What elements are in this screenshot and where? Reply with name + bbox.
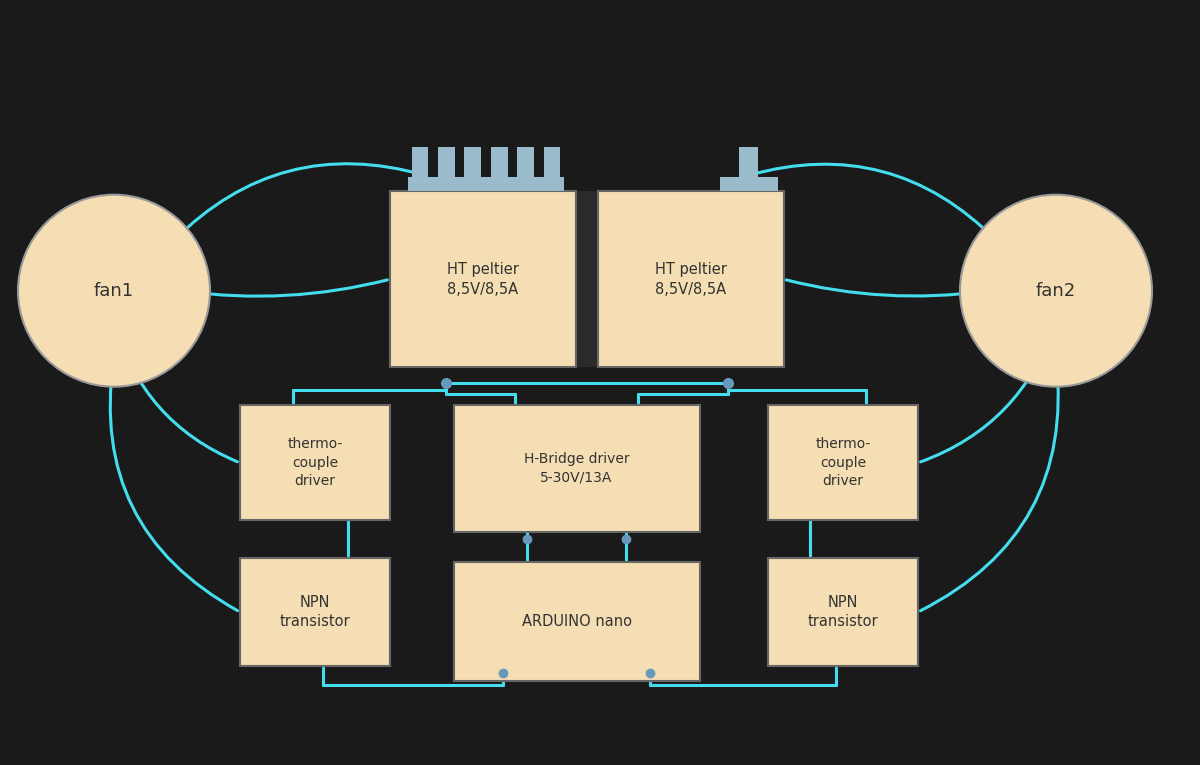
FancyBboxPatch shape — [454, 562, 700, 681]
Text: ARDUINO nano: ARDUINO nano — [522, 614, 631, 629]
FancyBboxPatch shape — [491, 147, 508, 177]
Text: thermo-
couple
driver: thermo- couple driver — [815, 438, 871, 488]
Text: NPN
transistor: NPN transistor — [280, 594, 350, 630]
FancyBboxPatch shape — [739, 147, 758, 177]
FancyBboxPatch shape — [412, 147, 428, 177]
FancyBboxPatch shape — [240, 405, 390, 520]
FancyBboxPatch shape — [390, 191, 576, 367]
FancyBboxPatch shape — [517, 147, 534, 177]
FancyBboxPatch shape — [544, 147, 560, 177]
Text: thermo-
couple
driver: thermo- couple driver — [287, 438, 343, 488]
Ellipse shape — [18, 195, 210, 386]
FancyBboxPatch shape — [598, 191, 784, 367]
Text: fan2: fan2 — [1036, 282, 1076, 300]
Text: HT peltier
8,5V/8,5A: HT peltier 8,5V/8,5A — [655, 262, 726, 297]
FancyBboxPatch shape — [454, 405, 700, 532]
FancyBboxPatch shape — [720, 177, 778, 191]
FancyBboxPatch shape — [768, 558, 918, 666]
FancyBboxPatch shape — [240, 558, 390, 666]
Text: NPN
transistor: NPN transistor — [808, 594, 878, 630]
FancyBboxPatch shape — [768, 405, 918, 520]
FancyBboxPatch shape — [438, 147, 455, 177]
FancyBboxPatch shape — [571, 191, 602, 367]
Ellipse shape — [960, 195, 1152, 386]
FancyBboxPatch shape — [408, 177, 564, 191]
Text: HT peltier
8,5V/8,5A: HT peltier 8,5V/8,5A — [448, 262, 518, 297]
FancyBboxPatch shape — [464, 147, 481, 177]
Text: fan1: fan1 — [94, 282, 134, 300]
Text: H-Bridge driver
5-30V/13A: H-Bridge driver 5-30V/13A — [523, 452, 630, 485]
